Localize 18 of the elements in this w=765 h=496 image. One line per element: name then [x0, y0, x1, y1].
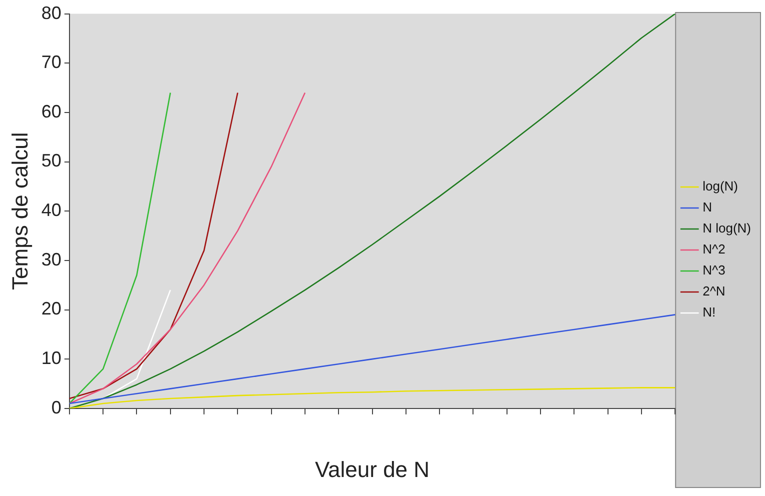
y-tick-label: 50 — [41, 150, 62, 171]
y-tick-label: 20 — [41, 298, 62, 319]
legend-label: N log(N) — [702, 220, 752, 236]
y-tick-label: 40 — [41, 200, 62, 220]
x-axis-title: Valeur de N — [314, 456, 430, 482]
legend-label: N! — [702, 304, 716, 320]
y-tick-label: 80 — [41, 2, 62, 23]
y-tick-label: 10 — [41, 348, 62, 368]
legend-label: log(N) — [702, 178, 738, 194]
legend-label: 2^N — [702, 284, 726, 299]
y-tick-label: 60 — [41, 101, 62, 122]
legend-label: N — [702, 200, 712, 215]
y-tick-label: 70 — [41, 52, 62, 72]
y-tick-label: 0 — [51, 397, 62, 418]
y-axis-title: Temps de calcul — [7, 132, 32, 290]
legend-label: N^2 — [702, 242, 726, 257]
y-tick-label: 30 — [41, 249, 62, 270]
legend-label: N^3 — [702, 262, 726, 278]
